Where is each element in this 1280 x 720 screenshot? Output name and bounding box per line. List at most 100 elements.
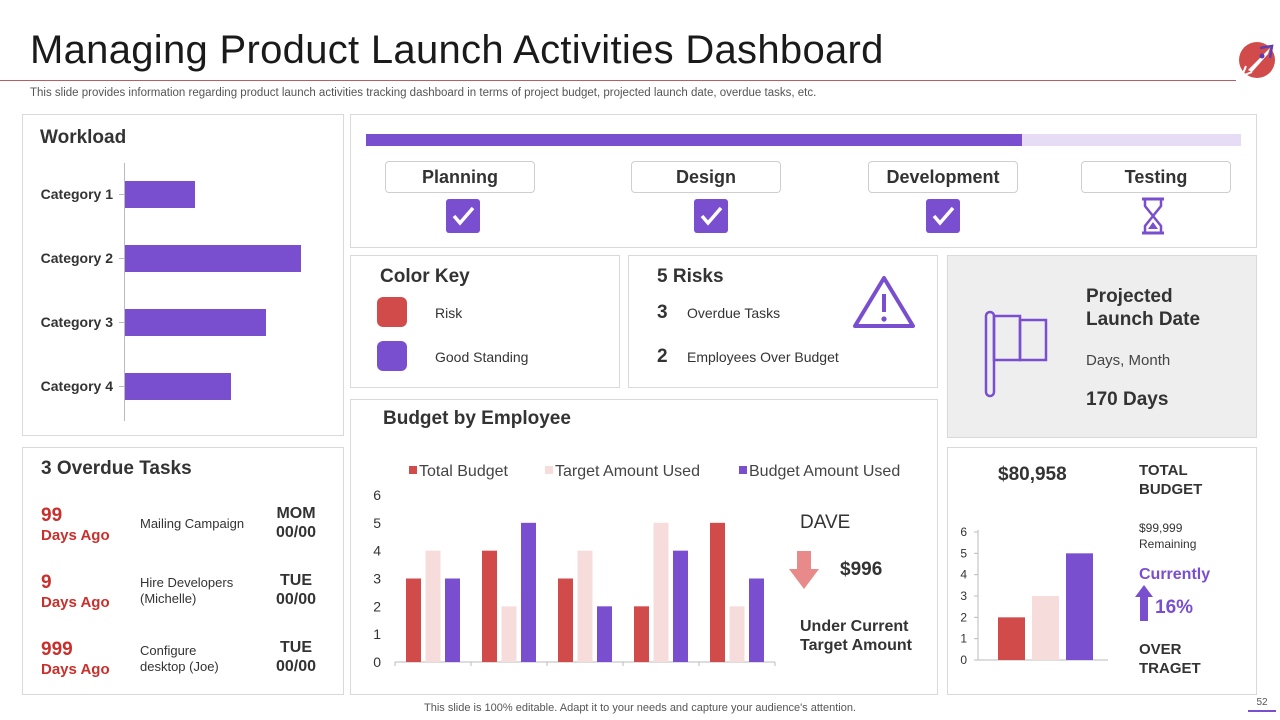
task-days: 99 [41, 505, 63, 526]
y-tick-label: 4 [960, 568, 967, 582]
legend-label: Target Amount Used [555, 463, 700, 480]
employee-bar [673, 550, 688, 662]
overdue-tasks-panel: 3 Overdue Tasks 99 Days Ago Mailing Camp… [22, 447, 344, 695]
workload-bar [125, 373, 231, 400]
workload-category-label: Category 1 [40, 186, 113, 202]
y-tick-label: 4 [373, 543, 381, 559]
employee-bar [501, 606, 517, 662]
risk-swatch [377, 297, 407, 327]
hourglass-icon [1140, 197, 1166, 235]
employee-bar [558, 578, 573, 662]
over-label-line2: TRAGET [1139, 660, 1201, 677]
employee-bar [653, 522, 669, 662]
task-name-line1: Mailing Campaign [140, 516, 245, 531]
workload-axis-tick [119, 386, 124, 387]
employee-note-line1: Under Current [800, 618, 909, 635]
risks-title: 5 Risks [657, 266, 724, 287]
total-budget-label-line2: BUDGET [1139, 481, 1203, 498]
y-tick-label: 3 [960, 589, 967, 603]
check-icon [694, 199, 728, 233]
workload-axis [124, 163, 125, 421]
stages-panel: Planning Design Development Testing [350, 114, 1257, 248]
employee-bar [445, 578, 460, 662]
workload-title: Workload [40, 127, 127, 148]
launch-value: 170 Days [1086, 389, 1169, 410]
y-tick-label: 5 [960, 546, 967, 560]
y-tick-label: 5 [373, 515, 381, 531]
total-budget-label-line1: TOTAL [1139, 462, 1188, 479]
total-budget-bar [1032, 596, 1059, 660]
color-key-panel: Color Key Risk Good Standing [350, 255, 620, 388]
task-name-line1: Hire Developers [140, 575, 234, 590]
employee-name: DAVE [800, 512, 851, 533]
workload-category-label: Category 4 [40, 378, 113, 394]
page-number: 52 [1248, 697, 1276, 712]
launch-title-line2: Launch Date [1086, 309, 1201, 330]
projected-launch-panel: Projected Launch Date Days, Month 170 Da… [947, 255, 1257, 438]
title-divider [0, 80, 1236, 81]
task-date: 00/00 [275, 658, 317, 675]
remaining-line2: Remaining [1139, 537, 1197, 551]
task-name-line1: Configure [140, 643, 197, 658]
employee-bar [425, 550, 441, 662]
task-ago: Days Ago [41, 527, 110, 544]
launch-unit: Days, Month [1086, 352, 1171, 369]
check-icon [446, 199, 480, 233]
employee-bar [634, 606, 649, 662]
employee-amount: $996 [840, 559, 883, 580]
warning-icon [851, 274, 917, 330]
employee-bar [729, 606, 745, 662]
legend-swatch [545, 466, 553, 474]
y-tick-label: 3 [373, 571, 381, 587]
workload-bar [125, 181, 196, 208]
rocket-logo-icon [1238, 40, 1278, 80]
stage-development: Development [868, 161, 1018, 193]
legend-label: Total Budget [419, 463, 509, 480]
y-tick-label: 1 [960, 632, 967, 646]
stage-design: Design [631, 161, 781, 193]
task-days: 999 [41, 639, 73, 660]
y-tick-label: 0 [373, 654, 381, 670]
progress-fill [366, 134, 1023, 146]
task-ago: Days Ago [41, 594, 110, 611]
progress-track [366, 134, 1241, 146]
up-arrow-icon [1135, 585, 1153, 621]
page-subtitle: This slide provides information regardin… [30, 87, 817, 99]
stage-testing: Testing [1081, 161, 1231, 193]
y-tick-label: 2 [373, 598, 381, 614]
workload-bar [125, 245, 301, 272]
task-date: 00/00 [275, 591, 317, 608]
y-tick-label: 0 [960, 653, 967, 667]
workload-category-label: Category 3 [40, 314, 113, 330]
budget-by-employee-panel: Budget by Employee 0 1 2 3 4 5 6 Total Budget Ta… [350, 399, 938, 695]
total-budget-chart: 0 1 2 3 4 5 6 [960, 525, 1108, 667]
employee-bar [710, 522, 725, 662]
stage-planning: Planning [385, 161, 535, 193]
remaining-line1: $99,999 [1139, 521, 1183, 535]
overdue-title: 3 Overdue Tasks [41, 458, 192, 479]
employee-note-line2: Target Amount [800, 637, 912, 654]
workload-category-label: Category 2 [40, 250, 113, 266]
employee-bar [749, 578, 764, 662]
task-name-line2: (Michelle) [140, 591, 197, 606]
color-key-title: Color Key [380, 266, 470, 287]
workload-axis-tick [119, 258, 124, 259]
currently-label: Currently [1139, 566, 1211, 583]
task-date: 00/00 [275, 524, 317, 541]
legend-label: Budget Amount Used [749, 463, 900, 480]
risk-count-1: 3 [657, 302, 668, 323]
task-day: MOM [276, 505, 316, 522]
workload-panel: Workload Category 1 Category 2 Category 3 C… [22, 114, 344, 436]
y-tick-label: 1 [373, 626, 381, 642]
risk-count-2: 2 [657, 346, 668, 367]
over-label-line1: OVER [1139, 641, 1182, 658]
legend-swatch [409, 466, 417, 474]
down-arrow-icon [789, 551, 819, 589]
good-standing-label: Good Standing [435, 349, 529, 365]
budget-employee-chart: 0 1 2 3 4 5 6 Total Budget Target Amount Used Bud… [373, 463, 900, 670]
over-target-percent: 16% [1155, 597, 1194, 618]
total-budget-panel: $80,958 0 1 2 3 4 5 6 TOTAL BUDGET $99,999 Rem… [947, 447, 1257, 695]
y-tick-label: 6 [960, 525, 967, 539]
y-tick-label: 6 [373, 487, 381, 503]
risk-label: Risk [435, 305, 463, 321]
